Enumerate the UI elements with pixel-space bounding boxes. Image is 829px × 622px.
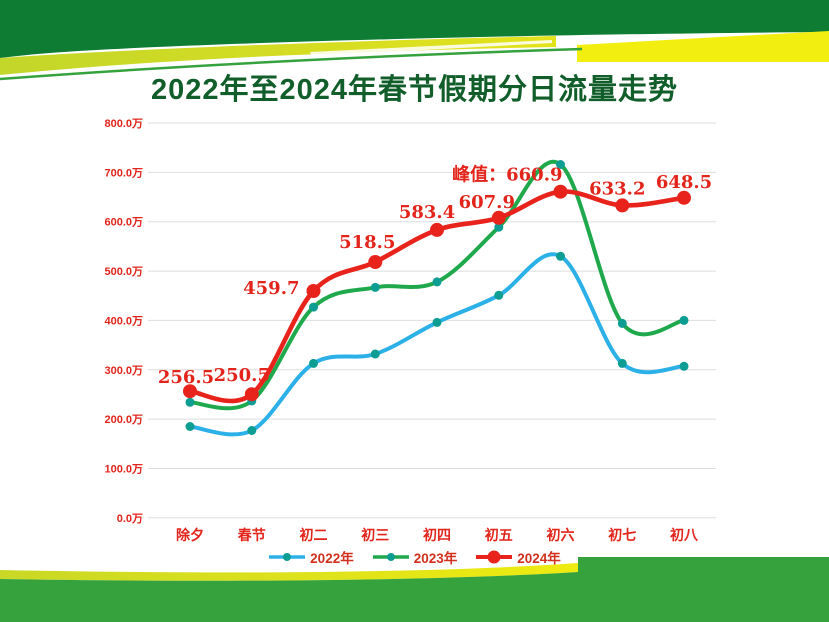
- x-axis-label: 初六: [547, 527, 575, 543]
- data-label-初六: 峰值：660.9: [452, 164, 562, 186]
- data-point-2022年-除夕: [185, 422, 195, 431]
- data-point-2022年-初七: [617, 358, 627, 368]
- data-point-2024年-初七: [615, 198, 630, 213]
- data-point-2024年-初三: [368, 255, 383, 269]
- bottom-swoosh-yellow: [0, 563, 578, 581]
- chart-title: 2022年至2024年春节假期分日流量走势: [150, 74, 679, 106]
- legend-item-2022: 2022年: [268, 547, 354, 567]
- legend-item-2024: 2024年: [475, 547, 561, 567]
- x-axis-label: 初二: [300, 527, 328, 543]
- data-point-2022年-春节: [247, 426, 257, 435]
- legend-label-2024: 2024年: [517, 551, 561, 566]
- y-axis-tick-label: 0.0万: [117, 512, 143, 525]
- legend-marker-2022-icon: [269, 553, 306, 561]
- data-label-初五: 607.9: [459, 192, 515, 213]
- x-axis-label: 春节: [237, 527, 266, 543]
- data-point-2023年-初五: [494, 222, 504, 232]
- top-swoosh-yellow-left: [0, 36, 556, 75]
- series-line-2024年: [187, 189, 687, 404]
- chart-legend: 2022年 2023年 2024年: [0, 547, 829, 567]
- data-point-2022年-初六: [556, 251, 565, 261]
- data-point-2022年-初五: [494, 290, 504, 300]
- data-label-初四: 583.4: [399, 202, 455, 223]
- y-axis-tick-label: 600.0万: [104, 216, 143, 229]
- data-point-2024年-春节: [244, 387, 259, 402]
- data-label-除夕: 256.5: [158, 367, 214, 388]
- x-axis-label: 除夕: [176, 527, 204, 543]
- data-point-2023年-初三: [370, 282, 380, 292]
- data-point-2024年-初六: [553, 184, 568, 199]
- data-label-初二: 459.7: [243, 278, 299, 299]
- data-label-春节: 250.5: [214, 365, 270, 386]
- data-point-2023年-初四: [432, 277, 442, 287]
- y-axis-tick-label: 700.0万: [104, 166, 143, 179]
- data-point-2023年-除夕: [185, 397, 195, 407]
- legend-label-2023: 2023年: [413, 551, 458, 566]
- top-banner: [0, 0, 829, 58]
- data-point-2024年-初八: [677, 190, 691, 205]
- top-swoosh-yellow-right: [577, 31, 829, 62]
- series-line-2023年: [188, 159, 686, 411]
- data-label-初七: 633.2: [589, 178, 645, 199]
- x-axis-label: 初四: [423, 527, 451, 543]
- y-axis-tick-label: 100.0万: [104, 462, 143, 475]
- y-axis-tick-label: 200.0万: [104, 413, 143, 426]
- bottom-banner: [0, 557, 829, 622]
- legend-marker-2023-icon: [372, 553, 409, 561]
- data-point-2022年-初四: [432, 317, 442, 327]
- top-swoosh-white-slash: [310, 40, 552, 56]
- data-point-2023年-初八: [679, 315, 689, 325]
- data-label-初三: 518.5: [339, 232, 395, 253]
- data-point-2023年-初六: [556, 160, 565, 169]
- x-axis-label: 初五: [485, 527, 513, 543]
- legend-item-2023: 2023年: [372, 547, 458, 567]
- data-point-2022年-初二: [309, 358, 318, 368]
- y-axis-tick-label: 400.0万: [104, 314, 143, 327]
- data-label-初八: 648.5: [656, 172, 712, 193]
- legend-label-2022: 2022年: [310, 551, 354, 566]
- x-axis-label: 初七: [608, 527, 636, 543]
- y-axis-tick-label: 500.0万: [104, 265, 143, 278]
- data-point-2023年-初七: [617, 318, 627, 328]
- data-point-2024年-初五: [491, 210, 506, 225]
- data-point-2024年-除夕: [183, 384, 197, 399]
- data-point-2023年-初二: [309, 302, 318, 312]
- data-point-2022年-初三: [370, 349, 380, 359]
- legend-marker-2024-icon: [476, 550, 513, 564]
- x-axis-label: 初三: [361, 527, 389, 543]
- data-point-2024年-初四: [430, 222, 444, 237]
- y-axis-tick-label: 800.0万: [104, 117, 143, 130]
- top-swoosh-green-line: [0, 47, 583, 81]
- y-axis-tick-label: 300.0万: [104, 364, 143, 377]
- x-axis-label: 初八: [670, 527, 699, 543]
- data-point-2022年-初八: [679, 361, 689, 371]
- data-point-2024年-初二: [306, 284, 321, 298]
